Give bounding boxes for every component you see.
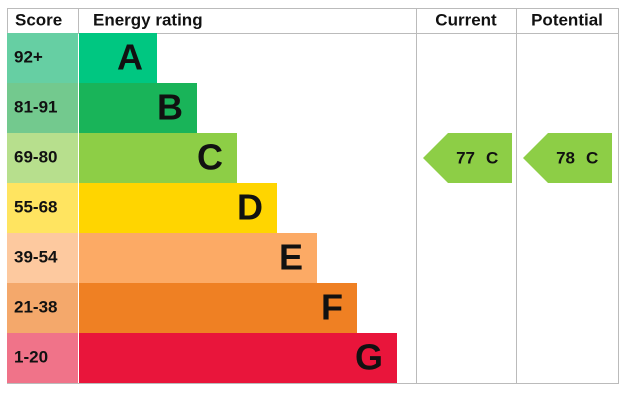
rating-bar (79, 333, 397, 383)
score-cell (7, 233, 78, 283)
score-cell (7, 183, 78, 233)
score-label: 69-80 (14, 147, 57, 166)
score-cell (7, 333, 78, 383)
score-cell (7, 283, 78, 333)
rating-letter: F (321, 287, 343, 328)
score-cell (7, 83, 78, 133)
rating-letter: A (117, 37, 143, 78)
potential-letter: C (586, 148, 598, 167)
rating-letter: D (237, 187, 263, 228)
score-label: 21-38 (14, 297, 57, 316)
rating-bar (79, 33, 157, 83)
rating-letter: G (355, 337, 383, 378)
rating-bar (79, 133, 237, 183)
current-value: 77 (456, 148, 475, 167)
header-current: Current (435, 10, 497, 29)
header-score: Score (15, 10, 62, 29)
header-potential: Potential (531, 10, 603, 29)
score-cell (7, 133, 78, 183)
potential-arrow (523, 133, 612, 183)
score-label: 55-68 (14, 197, 57, 216)
rating-letter: B (157, 87, 183, 128)
rating-bar (79, 283, 357, 333)
potential-value: 78 (556, 148, 575, 167)
score-label: 1-20 (14, 347, 48, 366)
score-label: 92+ (14, 47, 43, 66)
rating-bar (79, 83, 197, 133)
header-rating: Energy rating (93, 10, 203, 29)
score-label: 39-54 (14, 247, 58, 266)
rating-bar (79, 183, 277, 233)
rating-bar (79, 233, 317, 283)
rating-letter: E (279, 237, 303, 278)
score-label: 81-91 (14, 97, 57, 116)
current-arrow (423, 133, 512, 183)
current-letter: C (486, 148, 498, 167)
rating-letter: C (197, 137, 223, 178)
score-cell (7, 33, 78, 83)
